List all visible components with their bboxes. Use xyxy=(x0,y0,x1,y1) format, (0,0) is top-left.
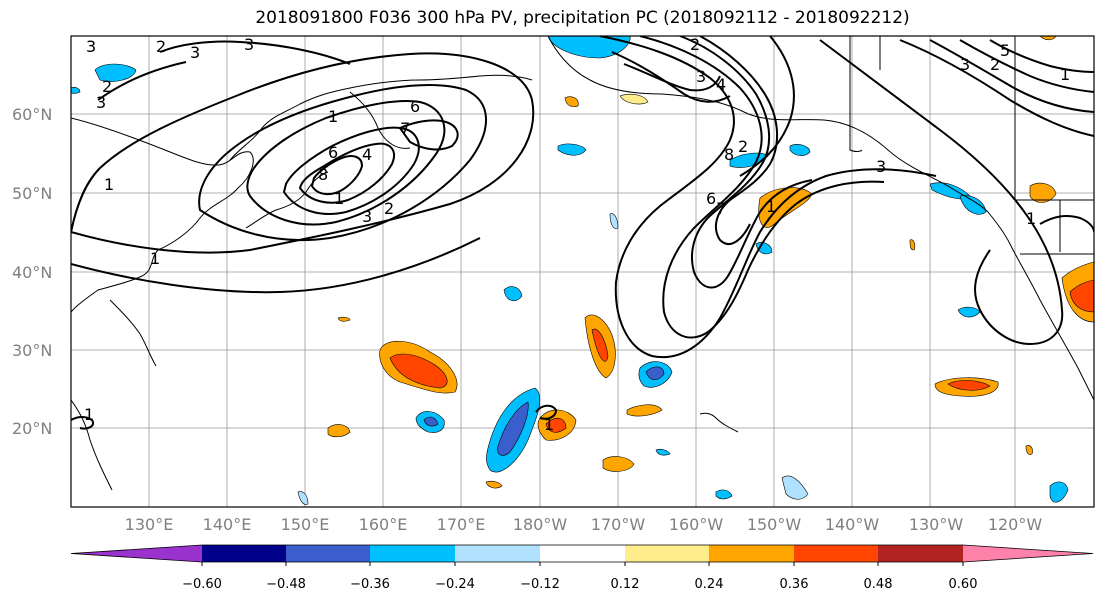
colorbar-cell xyxy=(709,545,794,562)
contour-label: 6 xyxy=(410,97,420,116)
longitude-labels: 130°E 140°E 150°E 160°E 170°E 180°W 170°… xyxy=(125,515,1043,534)
lat-label: 50°N xyxy=(12,184,52,203)
contour-label: 3 xyxy=(190,43,200,62)
contour-label: 3 xyxy=(696,67,706,86)
lon-label: 160°E xyxy=(359,515,408,534)
contour-label: 1 xyxy=(104,175,114,194)
contour-label: 4 xyxy=(716,75,726,94)
colorbar-cell xyxy=(286,545,370,562)
lon-label: 130°E xyxy=(125,515,174,534)
colorbar-tick-label: 0.36 xyxy=(780,577,809,592)
lat-label: 40°N xyxy=(12,263,52,282)
contour-label: 3 xyxy=(96,93,106,112)
colorbar: −0.60 −0.48 −0.36 −0.24 −0.12 0.12 0.24 0.36 0.4… xyxy=(70,544,1094,592)
colorbar-tick-label: −0.12 xyxy=(520,577,560,592)
contour-label: 1 xyxy=(1060,65,1070,84)
contour-label: 1 xyxy=(1026,209,1036,228)
contour-label: 3 xyxy=(960,55,970,74)
contour-label: 3 xyxy=(86,37,96,56)
map-title: 2018091800 F036 300 hPa PV, precipitatio… xyxy=(255,8,910,28)
contour-label: 5 xyxy=(1000,41,1010,60)
contour-label: 2 xyxy=(156,37,166,56)
lon-label: 180°W xyxy=(513,515,568,534)
contour-label: 3 xyxy=(362,207,372,226)
contour-label: 1 xyxy=(544,415,554,434)
lon-label: 130°W xyxy=(909,515,964,534)
lat-label: 60°N xyxy=(12,105,52,124)
colorbar-tick-label: 0.24 xyxy=(695,577,724,592)
colorbar-tick-label: −0.48 xyxy=(266,577,306,592)
contour-label: 2 xyxy=(384,199,394,218)
contour-label: 2 xyxy=(690,35,700,54)
colorbar-cell xyxy=(963,545,1093,562)
pv-contour-labels: 3 2 3 3 2 3 1 1 1 6 8 4 3 2 1 6 7 3 2 1 xyxy=(84,35,1070,434)
contour-label: 1 xyxy=(328,107,338,126)
map-frame xyxy=(70,35,1095,508)
map-background xyxy=(71,36,1094,507)
contour-label: 1 xyxy=(84,405,94,424)
colorbar-tick-label: 0.60 xyxy=(949,577,978,592)
precip-shading xyxy=(71,36,1094,505)
colorbar-tick-label: −0.60 xyxy=(182,577,222,592)
colorbar-cell xyxy=(370,545,455,562)
contour-label: 3 xyxy=(244,35,254,54)
lon-label: 150°E xyxy=(281,515,330,534)
lon-label: 160°W xyxy=(669,515,724,534)
lon-label: 140°E xyxy=(203,515,252,534)
contour-label: 7 xyxy=(716,199,726,218)
contour-label: 8 xyxy=(724,145,734,164)
colorbar-cell xyxy=(794,545,878,562)
contour-label: 1 xyxy=(334,189,344,208)
contour-label: 6 xyxy=(706,189,716,208)
lon-label: 120°W xyxy=(988,515,1043,534)
contour-label: 8 xyxy=(318,165,328,184)
colorbar-cell xyxy=(455,545,540,562)
contour-label: 2 xyxy=(738,137,748,156)
lat-label: 20°N xyxy=(12,419,52,438)
contour-label: 6 xyxy=(328,143,338,162)
colorbar-cell xyxy=(878,545,963,562)
colorbar-tick-label: 0.48 xyxy=(864,577,893,592)
colorbar-tick-label: −0.24 xyxy=(435,577,475,592)
colorbar-cell xyxy=(71,545,202,562)
contour-label: 1 xyxy=(150,249,160,268)
lat-label: 30°N xyxy=(12,341,52,360)
colorbar-cells xyxy=(70,544,1094,563)
colorbar-cell xyxy=(540,545,625,562)
colorbar-cell xyxy=(625,545,709,562)
lon-label: 140°W xyxy=(825,515,880,534)
lon-label: 150°W xyxy=(747,515,802,534)
contour-label: 7 xyxy=(400,119,410,138)
map-panel: 3 2 3 3 2 3 1 1 1 6 8 4 3 2 1 6 7 3 2 1 xyxy=(70,35,1095,508)
contour-label: 4 xyxy=(362,145,372,164)
latitude-labels: 60°N 50°N 40°N 30°N 20°N xyxy=(12,105,52,438)
colorbar-tick-label: −0.36 xyxy=(350,577,390,592)
contour-label: 2 xyxy=(990,55,1000,74)
contour-label: 1 xyxy=(766,197,776,216)
colorbar-tick-label: 0.12 xyxy=(611,577,640,592)
contour-label: 2 xyxy=(102,77,112,96)
lon-label: 170°W xyxy=(591,515,646,534)
pv-contours xyxy=(71,36,1094,430)
lon-label: 170°E xyxy=(437,515,486,534)
contour-label: 3 xyxy=(876,157,886,176)
colorbar-cell xyxy=(202,545,286,562)
colorbar-ticks: −0.60 −0.48 −0.36 −0.24 −0.12 0.12 0.24 0.36 0.4… xyxy=(182,562,977,592)
